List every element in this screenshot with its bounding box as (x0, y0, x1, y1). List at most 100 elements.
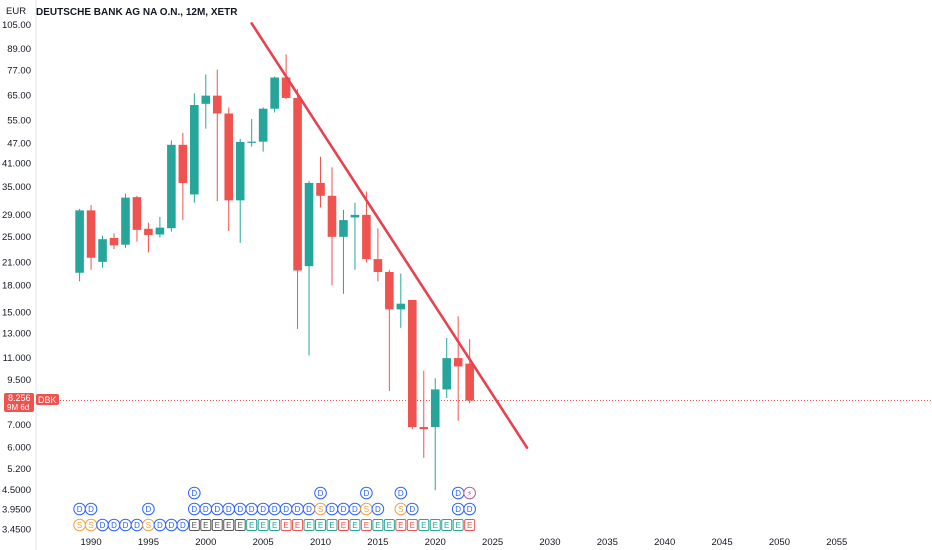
candle[interactable] (419, 370, 429, 458)
dividend-marker[interactable]: D (84, 502, 98, 516)
earnings-marker[interactable]: E (269, 519, 281, 531)
earnings-marker[interactable]: E (452, 519, 464, 531)
dividend-marker[interactable]: D (394, 486, 408, 500)
candle[interactable] (224, 107, 234, 232)
candle[interactable] (190, 93, 199, 203)
candle[interactable] (75, 208, 84, 282)
dividend-marker[interactable]: D (153, 518, 167, 532)
candle[interactable] (144, 222, 153, 253)
dividend-marker[interactable]: D (291, 502, 304, 516)
dividend-marker[interactable]: D (119, 518, 132, 532)
dividend-marker[interactable]: D (176, 518, 190, 532)
dividend-marker[interactable]: D (314, 486, 327, 500)
dividend-marker[interactable]: D (451, 486, 465, 500)
dividend-marker[interactable]: D (245, 502, 258, 516)
candle[interactable] (350, 202, 360, 270)
trendline[interactable] (250, 22, 529, 449)
earnings-marker[interactable]: E (246, 519, 258, 531)
earnings-marker[interactable]: E (441, 519, 453, 531)
dividend-marker[interactable]: D (96, 518, 109, 532)
candle[interactable] (132, 195, 142, 242)
earnings-marker[interactable]: E (303, 519, 315, 531)
earnings-marker[interactable]: E (257, 519, 269, 531)
earnings-marker[interactable]: E (383, 519, 395, 531)
dividend-marker[interactable]: D (210, 502, 224, 516)
dividend-marker[interactable]: D (325, 502, 339, 516)
earnings-marker[interactable]: E (337, 519, 349, 531)
split-marker[interactable]: S (314, 502, 327, 516)
candle[interactable] (339, 209, 348, 294)
dividend-marker[interactable]: D (371, 502, 385, 516)
dividend-marker[interactable]: D (279, 502, 293, 516)
earnings-marker[interactable]: E (223, 519, 235, 531)
dividend-marker[interactable]: D (142, 502, 155, 516)
earnings-marker[interactable]: E (395, 519, 407, 531)
earnings-marker[interactable]: E (234, 519, 246, 531)
dividend-marker[interactable]: D (405, 502, 419, 516)
earnings-marker[interactable]: E (211, 519, 223, 531)
candle[interactable] (442, 338, 452, 398)
candle[interactable] (155, 216, 165, 238)
dividend-marker[interactable]: D (451, 502, 465, 516)
dividend-marker[interactable]: D (348, 502, 362, 516)
candle[interactable] (362, 191, 371, 263)
candle[interactable] (304, 180, 314, 356)
earnings-marker[interactable]: E (200, 519, 212, 531)
candle[interactable] (396, 273, 406, 328)
dividend-marker[interactable]: D (73, 502, 86, 516)
split-marker[interactable]: S (394, 502, 408, 516)
dividend-marker[interactable]: D (107, 518, 121, 532)
candle[interactable] (373, 228, 383, 282)
candle[interactable] (201, 74, 211, 129)
candle[interactable] (270, 76, 279, 113)
dividend-marker[interactable]: D (130, 518, 144, 532)
candle[interactable] (212, 69, 222, 202)
dividend-marker[interactable]: D (268, 502, 281, 516)
earnings-marker[interactable]: E (372, 519, 384, 531)
candle[interactable] (235, 138, 245, 243)
earnings-marker[interactable]: E (349, 519, 361, 531)
candle[interactable] (316, 156, 325, 208)
candle[interactable] (430, 378, 440, 491)
candle[interactable] (465, 339, 474, 404)
earnings-marker[interactable]: E (315, 519, 327, 531)
earnings-marker[interactable]: E (406, 519, 418, 531)
candle[interactable] (167, 140, 176, 232)
candle[interactable] (98, 235, 107, 268)
candle[interactable] (178, 132, 188, 221)
candle[interactable] (385, 269, 394, 392)
candle[interactable] (327, 167, 337, 286)
dividend-marker[interactable]: D (337, 502, 350, 516)
candle[interactable] (247, 118, 256, 147)
dividend-marker[interactable]: D (188, 502, 201, 516)
earnings-marker[interactable]: E (280, 519, 292, 531)
dividend-marker[interactable]: D (165, 518, 178, 532)
split-marker[interactable]: S (142, 518, 155, 532)
dividend-marker[interactable]: D (222, 502, 236, 516)
candle[interactable] (86, 205, 96, 270)
candle[interactable] (121, 193, 130, 248)
earnings-marker[interactable]: E (464, 519, 476, 531)
dividend-marker[interactable]: D (188, 486, 201, 500)
dividend-marker[interactable]: D (256, 502, 270, 516)
dividend-marker[interactable]: D (302, 502, 316, 516)
earnings-marker[interactable]: E (292, 519, 304, 531)
earnings-marker[interactable]: E (429, 519, 441, 531)
event-flash-marker[interactable]: ⚡ (463, 486, 476, 500)
earnings-marker[interactable]: E (326, 519, 338, 531)
candle[interactable] (258, 107, 268, 152)
split-marker[interactable]: S (360, 502, 373, 516)
earnings-marker[interactable]: E (418, 519, 430, 531)
dividend-marker[interactable]: D (233, 502, 247, 516)
earnings-marker[interactable]: E (360, 519, 372, 531)
split-marker[interactable]: S (84, 518, 98, 532)
earnings-marker[interactable]: E (188, 519, 200, 531)
candle[interactable] (453, 316, 463, 421)
candle[interactable] (293, 88, 302, 329)
candle[interactable] (109, 233, 119, 250)
dividend-marker[interactable]: D (360, 486, 373, 500)
dividend-marker[interactable]: D (199, 502, 213, 516)
candle[interactable] (407, 300, 417, 430)
dividend-marker[interactable]: D (463, 502, 476, 516)
